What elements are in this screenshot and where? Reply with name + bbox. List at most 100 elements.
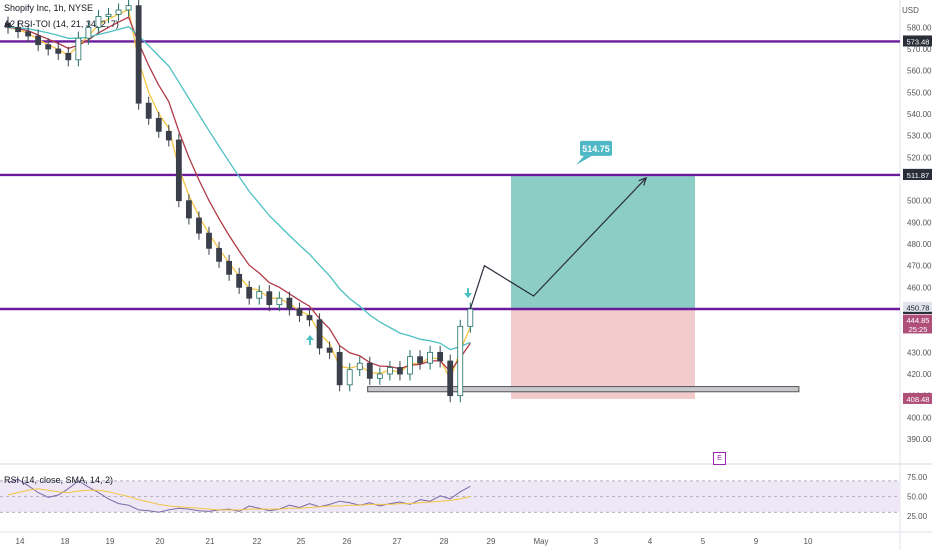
time-tick-label: 22 <box>253 537 262 546</box>
time-tick-label: 19 <box>106 537 115 546</box>
price-candle <box>397 367 403 375</box>
time-tick-label: 28 <box>440 537 449 546</box>
price-candle <box>75 37 82 61</box>
price-candle <box>366 362 373 379</box>
price-candle <box>316 319 323 349</box>
rsi-sma-line <box>7 488 471 511</box>
price-candle <box>336 351 343 386</box>
time-tick-label: May <box>533 537 548 546</box>
price-candle <box>185 200 192 219</box>
target-price-callout-pointer <box>576 155 592 165</box>
price-candle <box>407 356 413 375</box>
price-axis-tag-label: 573.48 <box>907 37 930 46</box>
price-tick-label: 570.00 <box>907 45 932 54</box>
projected-path <box>469 177 647 310</box>
price-candle <box>55 48 62 54</box>
symbol-title: Shopify Inc, 1h, NYSE <box>4 3 94 13</box>
stop-loss-zone <box>511 309 695 399</box>
time-tick-label: 3 <box>594 537 599 546</box>
price-candle <box>15 26 21 33</box>
price-tick-label: 420.00 <box>907 370 932 379</box>
rsi-pane-title: RSI (14, close, SMA, 14, 2) <box>4 475 114 485</box>
support-zone-box <box>367 386 800 393</box>
price-candle <box>125 5 132 11</box>
price-candle <box>296 308 303 316</box>
price-axis-tag <box>903 392 932 404</box>
price-candle <box>236 273 243 288</box>
price-candle <box>376 373 383 379</box>
down-arrow-icon <box>464 288 472 299</box>
ema-mid-line <box>7 16 471 373</box>
current-price-tag-label: 444.85 <box>907 316 930 325</box>
current-price-tag <box>903 323 932 334</box>
price-candle <box>95 16 102 28</box>
time-tick-label: 26 <box>343 537 352 546</box>
price-candle <box>447 360 454 397</box>
price-candle <box>45 44 52 50</box>
price-tick-label: 540.00 <box>907 110 932 119</box>
price-candle <box>25 31 32 37</box>
time-tick-label: 9 <box>754 537 759 546</box>
price-axis-tag <box>903 35 932 47</box>
time-tick-label: 14 <box>16 537 25 546</box>
price-candle <box>286 297 293 310</box>
price-candle <box>145 102 152 119</box>
price-tick-label: 490.00 <box>907 218 932 227</box>
time-tick-label: 29 <box>487 537 496 546</box>
up-arrow-icon <box>306 335 314 345</box>
price-tick-label: 530.00 <box>907 132 932 141</box>
price-candle <box>457 325 464 397</box>
profit-target-zone <box>511 174 695 309</box>
price-tick-label: 430.00 <box>907 348 932 357</box>
projected-path-arrowhead <box>638 176 648 186</box>
price-candle <box>115 9 122 15</box>
price-candle <box>427 351 434 364</box>
price-axis-tag-label: 511.87 <box>907 171 929 180</box>
time-tick-label: 4 <box>648 537 653 546</box>
price-candle <box>226 260 233 275</box>
time-tick-label: 20 <box>156 537 165 546</box>
current-price-tag <box>903 314 932 325</box>
current-price-tag-label: 450.78 <box>907 303 930 312</box>
price-candle <box>206 232 212 249</box>
price-candle <box>246 286 253 299</box>
price-tick-label: 390.00 <box>907 435 932 444</box>
price-tick-label: 480.00 <box>907 240 932 249</box>
earnings-event-badge[interactable]: E <box>713 452 726 465</box>
price-candle <box>5 22 11 28</box>
price-candle <box>216 247 222 262</box>
current-price-tag-label: 25:25 <box>909 325 928 334</box>
time-tick-label: 10 <box>804 537 813 546</box>
price-tick-label: 520.00 <box>907 153 932 162</box>
price-candle <box>196 217 202 234</box>
target-price-callout <box>580 140 612 156</box>
current-price-tag <box>903 301 932 312</box>
price-candle <box>467 308 474 327</box>
price-candle <box>105 13 112 17</box>
target-price-label: 514.75 <box>582 144 610 154</box>
price-tick-label: 500.00 <box>907 197 932 206</box>
time-tick-label: 21 <box>206 537 215 546</box>
price-axis-tag-label: 408.48 <box>907 395 930 404</box>
price-candle <box>306 315 313 321</box>
rsi-tick-label: 50.00 <box>907 493 928 502</box>
price-candle <box>386 367 393 375</box>
rsi-line <box>7 478 471 513</box>
price-axis-tag <box>903 168 932 180</box>
price-candle <box>437 351 444 362</box>
currency-label: USD <box>902 6 919 15</box>
price-candle <box>65 52 72 61</box>
time-tick-label: 5 <box>701 537 706 546</box>
price-tick-label: 580.00 <box>907 23 932 32</box>
price-tick-label: 550.00 <box>907 88 932 97</box>
price-candle <box>276 297 283 306</box>
price-tick-label: 560.00 <box>907 67 932 76</box>
rsi-tick-label: 25.00 <box>907 512 928 521</box>
price-candle <box>85 26 92 39</box>
price-tick-label: 470.00 <box>907 262 932 271</box>
price-tick-label: 460.00 <box>907 283 932 292</box>
price-candle <box>346 369 353 386</box>
price-candle <box>35 35 42 46</box>
